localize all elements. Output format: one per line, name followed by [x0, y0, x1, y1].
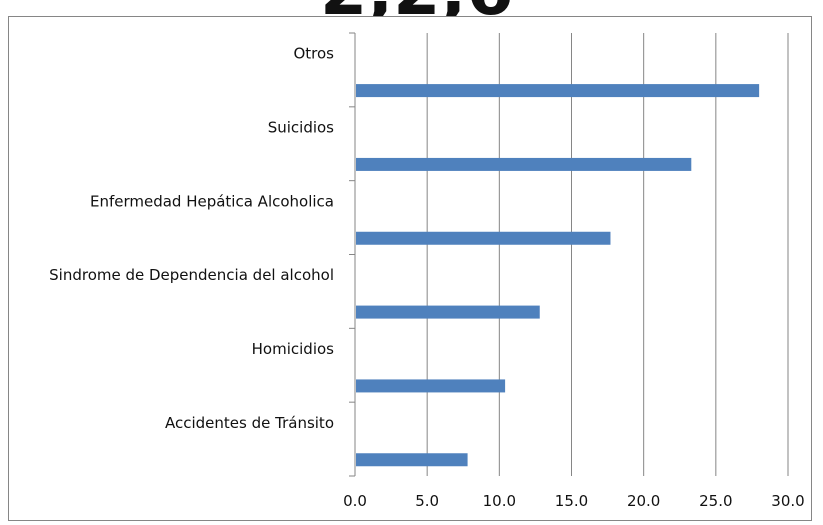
x-tick-label: 20.0 [627, 492, 660, 510]
category-label: Homicidios [252, 340, 335, 358]
x-tick-label: 0.0 [343, 492, 367, 510]
x-tick-label: 25.0 [699, 492, 732, 510]
bar [356, 231, 611, 245]
x-tick-label: 15.0 [555, 492, 588, 510]
category-label: Suicidios [268, 119, 334, 137]
bar [356, 379, 506, 393]
category-label: Accidentes de Tránsito [165, 414, 334, 432]
bar [356, 84, 760, 98]
bar [356, 305, 540, 319]
category-label: Enfermedad Hepática Alcoholica [90, 192, 334, 210]
category-label: Otros [293, 45, 334, 63]
category-label: Sindrome de Dependencia del alcohol [49, 266, 334, 284]
bar [356, 453, 468, 467]
chart-frame [8, 16, 812, 521]
bar [356, 157, 692, 171]
x-tick-label: 30.0 [771, 492, 804, 510]
x-tick-label: 5.0 [415, 492, 439, 510]
x-tick-label: 10.0 [483, 492, 516, 510]
